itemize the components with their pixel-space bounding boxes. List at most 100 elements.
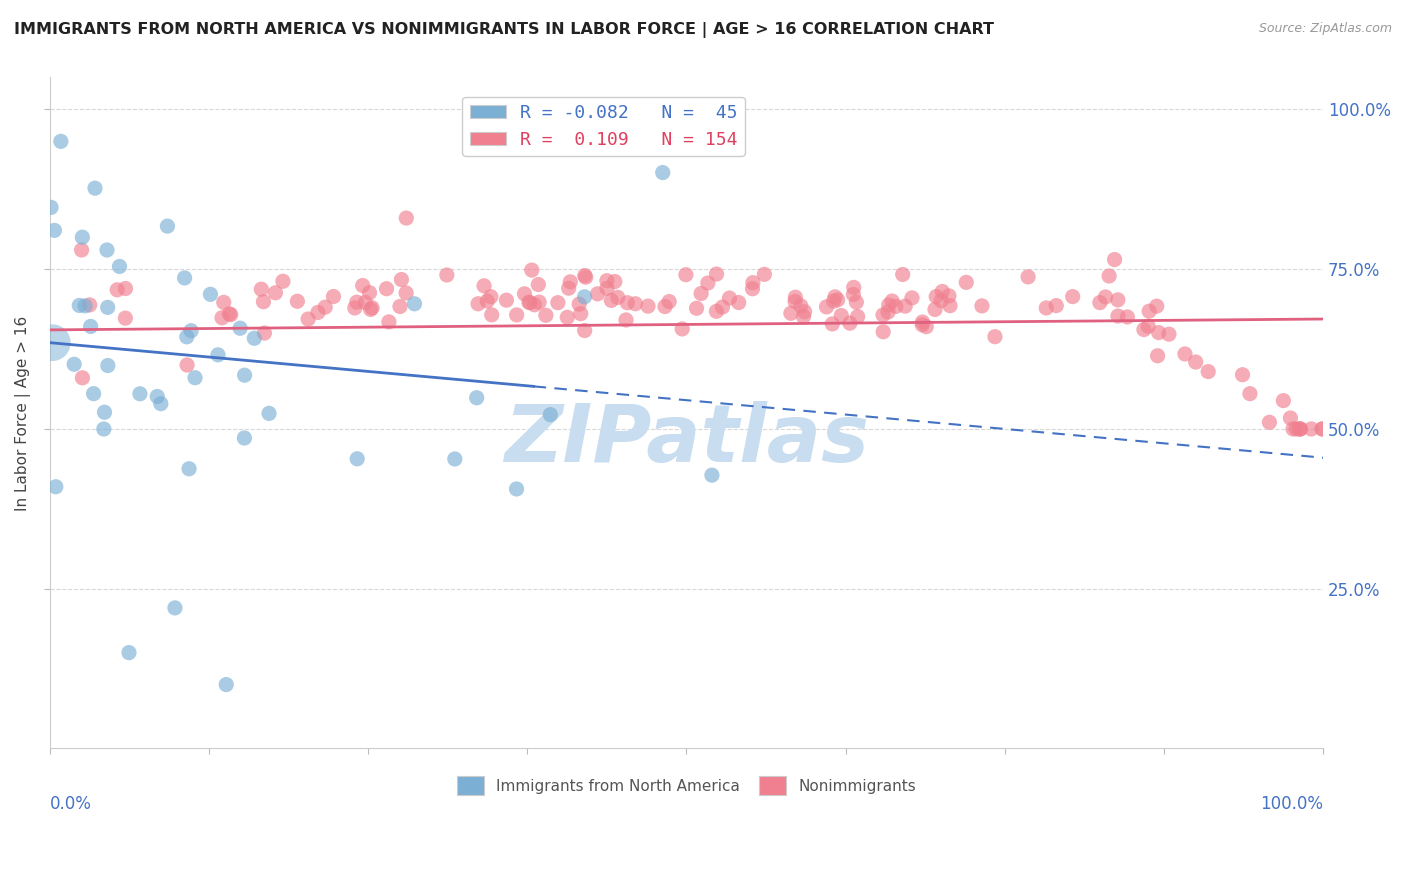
Point <box>574 290 596 304</box>
Point <box>177 462 200 476</box>
Point <box>790 299 813 313</box>
Point <box>569 307 592 321</box>
Point <box>149 397 172 411</box>
Point <box>1045 299 1067 313</box>
Point <box>513 286 536 301</box>
Point <box>114 311 136 326</box>
Point <box>821 317 844 331</box>
Point <box>378 315 401 329</box>
Point <box>1289 422 1312 436</box>
Point <box>505 482 527 496</box>
Point <box>884 299 907 313</box>
Text: 0.0%: 0.0% <box>49 796 91 814</box>
Point <box>388 300 411 314</box>
Point <box>72 371 94 385</box>
Point <box>108 260 131 274</box>
Point <box>793 304 815 318</box>
Point <box>75 299 97 313</box>
Point <box>520 263 543 277</box>
Point <box>560 275 582 289</box>
Point <box>45 480 67 494</box>
Point <box>658 294 681 309</box>
Point <box>1116 310 1139 324</box>
Point <box>845 295 868 310</box>
Point <box>842 280 865 294</box>
Point <box>838 316 860 330</box>
Point <box>212 295 235 310</box>
Point <box>443 452 465 467</box>
Point <box>1285 422 1308 436</box>
Point <box>700 468 723 483</box>
Legend: Immigrants from North America, Nonimmigrants: Immigrants from North America, Nonimmigr… <box>451 771 922 801</box>
Point <box>352 278 374 293</box>
Point <box>846 310 869 324</box>
Point <box>792 310 814 324</box>
Point <box>44 223 66 237</box>
Point <box>207 348 229 362</box>
Point <box>706 267 728 281</box>
Point <box>173 271 195 285</box>
Point <box>624 297 647 311</box>
Point <box>389 272 412 286</box>
Point <box>1312 422 1334 436</box>
Point <box>527 295 550 310</box>
Point <box>395 285 418 300</box>
Point <box>1157 327 1180 342</box>
Point <box>257 406 280 420</box>
Point <box>404 297 426 311</box>
Point <box>297 312 319 326</box>
Point <box>200 287 222 301</box>
Point <box>1146 349 1168 363</box>
Point <box>477 294 499 309</box>
Point <box>547 295 569 310</box>
Point <box>690 286 713 301</box>
Point <box>1197 365 1219 379</box>
Point <box>243 331 266 345</box>
Point <box>574 324 596 338</box>
Point <box>574 268 596 283</box>
Point <box>322 289 344 303</box>
Point <box>880 293 903 308</box>
Point <box>517 295 540 310</box>
Point <box>79 319 101 334</box>
Point <box>218 307 240 321</box>
Point <box>495 293 517 308</box>
Point <box>479 290 502 304</box>
Text: ZIPatlas: ZIPatlas <box>503 401 869 479</box>
Point <box>603 275 626 289</box>
Point <box>877 298 900 312</box>
Point <box>1137 304 1160 318</box>
Point <box>1147 326 1170 340</box>
Point <box>472 278 495 293</box>
Point <box>1282 422 1305 436</box>
Point <box>586 286 609 301</box>
Point <box>79 298 101 312</box>
Point <box>911 318 934 332</box>
Point <box>1239 386 1261 401</box>
Point <box>727 295 749 310</box>
Point <box>938 289 960 303</box>
Point <box>842 287 865 301</box>
Text: 100.0%: 100.0% <box>1260 796 1323 814</box>
Point <box>163 600 186 615</box>
Point <box>96 243 118 257</box>
Point <box>538 408 561 422</box>
Point <box>72 230 94 244</box>
Point <box>815 300 838 314</box>
Point <box>1258 415 1281 429</box>
Point <box>285 294 308 309</box>
Point <box>911 315 934 329</box>
Point <box>233 368 256 383</box>
Point <box>467 297 489 311</box>
Point <box>97 301 120 315</box>
Point <box>39 200 62 214</box>
Point <box>939 299 962 313</box>
Point <box>654 300 676 314</box>
Point <box>436 268 458 282</box>
Point <box>557 281 579 295</box>
Point <box>1107 309 1129 323</box>
Point <box>70 243 93 257</box>
Point <box>780 306 803 320</box>
Point <box>219 308 242 322</box>
Point <box>614 313 637 327</box>
